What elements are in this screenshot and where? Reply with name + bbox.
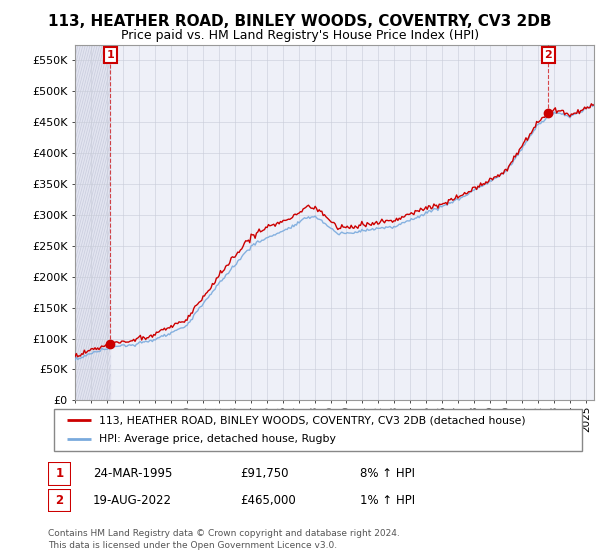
Text: £465,000: £465,000 [240, 493, 296, 507]
Text: 2: 2 [55, 494, 64, 507]
Text: 113, HEATHER ROAD, BINLEY WOODS, COVENTRY, CV3 2DB (detached house): 113, HEATHER ROAD, BINLEY WOODS, COVENTR… [99, 415, 526, 425]
Text: 1% ↑ HPI: 1% ↑ HPI [360, 493, 415, 507]
FancyBboxPatch shape [48, 489, 71, 512]
Text: 2: 2 [544, 50, 552, 60]
Text: 8% ↑ HPI: 8% ↑ HPI [360, 466, 415, 480]
Text: Contains HM Land Registry data © Crown copyright and database right 2024.
This d: Contains HM Land Registry data © Crown c… [48, 529, 400, 550]
FancyBboxPatch shape [54, 409, 582, 451]
Text: Price paid vs. HM Land Registry's House Price Index (HPI): Price paid vs. HM Land Registry's House … [121, 29, 479, 42]
Text: 19-AUG-2022: 19-AUG-2022 [93, 493, 172, 507]
Text: 113, HEATHER ROAD, BINLEY WOODS, COVENTRY, CV3 2DB: 113, HEATHER ROAD, BINLEY WOODS, COVENTR… [48, 14, 552, 29]
Text: £91,750: £91,750 [240, 466, 289, 480]
Text: 1: 1 [55, 467, 64, 480]
Text: 24-MAR-1995: 24-MAR-1995 [93, 466, 172, 480]
FancyBboxPatch shape [48, 462, 71, 486]
Text: HPI: Average price, detached house, Rugby: HPI: Average price, detached house, Rugb… [99, 435, 336, 445]
Text: 1: 1 [107, 50, 115, 60]
